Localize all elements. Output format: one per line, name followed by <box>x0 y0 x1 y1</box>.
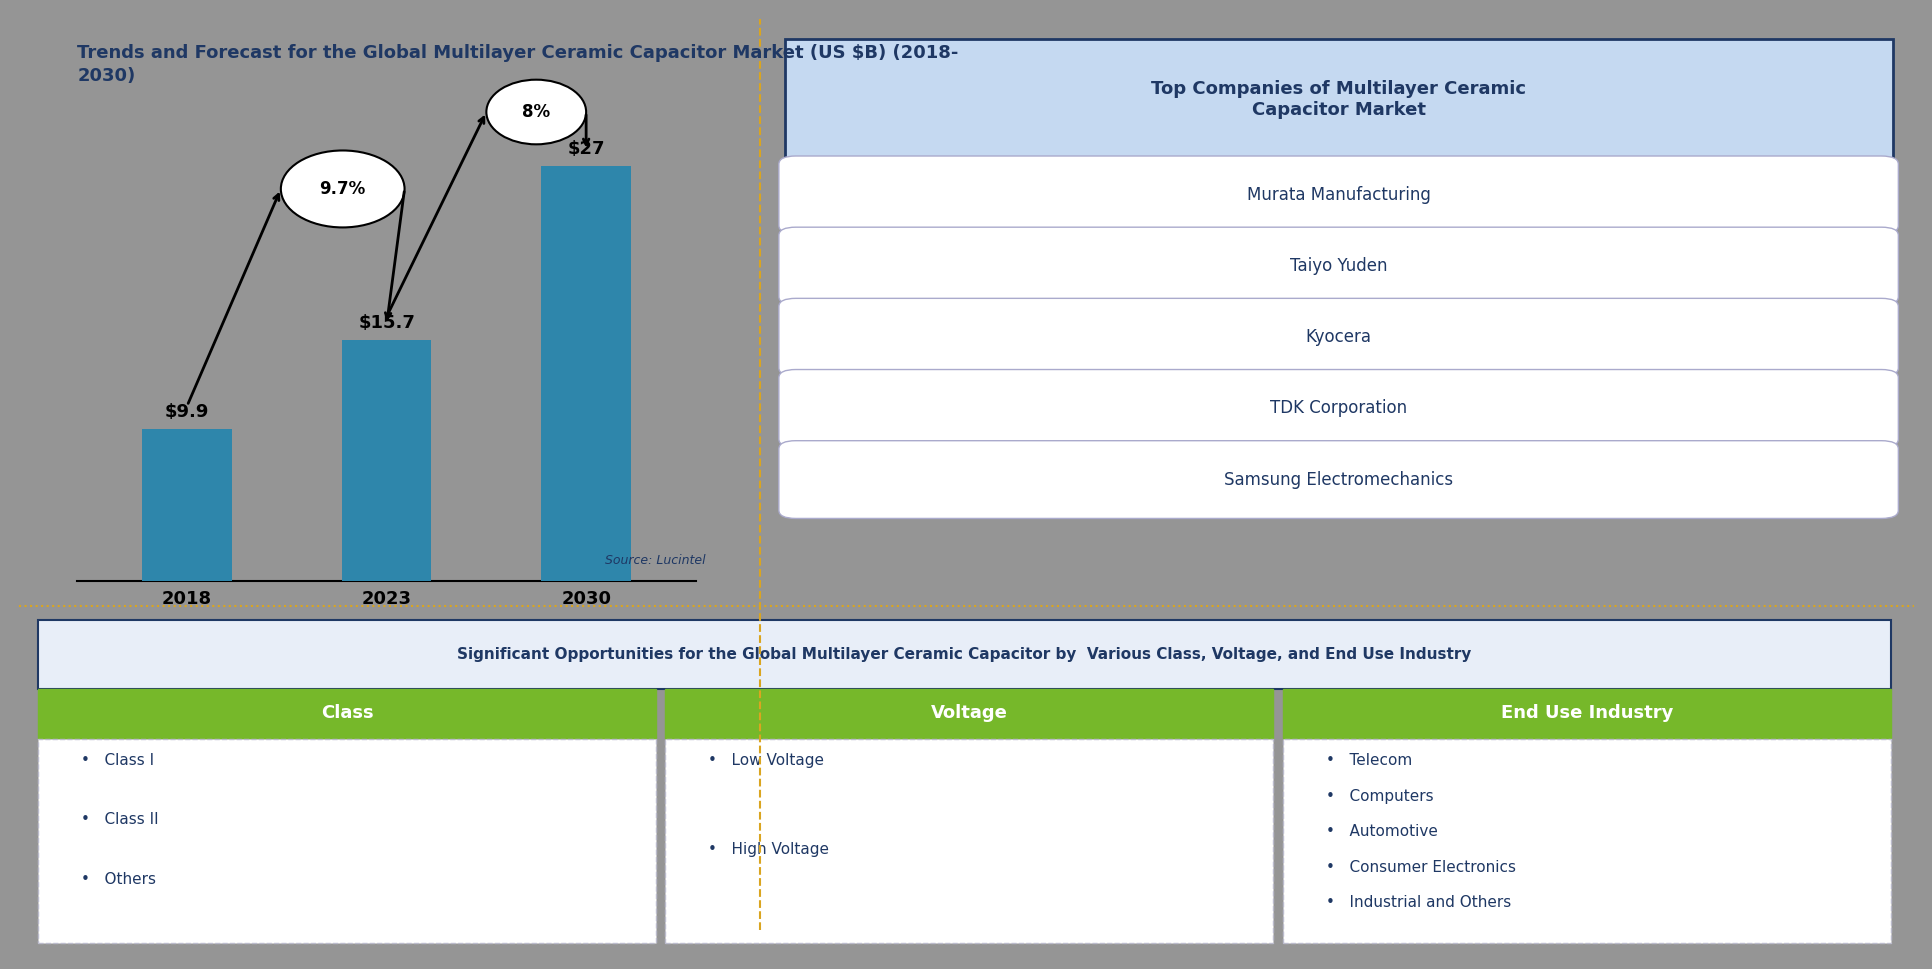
FancyBboxPatch shape <box>1283 739 1889 943</box>
Ellipse shape <box>280 150 404 228</box>
Text: Significant Opportunities for the Global Multilayer Ceramic Capacitor by  Variou: Significant Opportunities for the Global… <box>458 647 1470 662</box>
FancyBboxPatch shape <box>779 441 1897 518</box>
FancyBboxPatch shape <box>1283 689 1889 737</box>
Text: Voltage: Voltage <box>931 704 1007 722</box>
FancyBboxPatch shape <box>784 40 1891 160</box>
Ellipse shape <box>487 79 585 144</box>
FancyBboxPatch shape <box>779 298 1897 376</box>
Text: Class: Class <box>321 704 373 722</box>
FancyBboxPatch shape <box>779 156 1897 234</box>
Text: Samsung Electromechanics: Samsung Electromechanics <box>1223 471 1453 488</box>
FancyBboxPatch shape <box>665 739 1273 943</box>
Text: •   Industrial and Others: • Industrial and Others <box>1325 895 1511 910</box>
FancyBboxPatch shape <box>779 369 1897 448</box>
Text: •   High Voltage: • High Voltage <box>707 842 829 857</box>
FancyBboxPatch shape <box>779 227 1897 305</box>
Text: Taiyo Yuden: Taiyo Yuden <box>1289 257 1387 275</box>
Text: Top Companies of Multilayer Ceramic
Capacitor Market: Top Companies of Multilayer Ceramic Capa… <box>1151 80 1524 119</box>
Text: •   Low Voltage: • Low Voltage <box>707 754 823 768</box>
Text: Kyocera: Kyocera <box>1304 328 1372 346</box>
Text: $9.9: $9.9 <box>164 403 209 422</box>
Text: •   Others: • Others <box>81 871 156 887</box>
Bar <box>143 429 232 581</box>
Bar <box>342 340 431 581</box>
Text: Trends and Forecast for the Global Multilayer Ceramic Capacitor Market (US $B) (: Trends and Forecast for the Global Multi… <box>77 44 958 85</box>
Text: TDK Corporation: TDK Corporation <box>1269 399 1406 418</box>
FancyBboxPatch shape <box>39 620 1889 689</box>
Text: •   Automotive: • Automotive <box>1325 825 1437 839</box>
Text: •   Class I: • Class I <box>81 754 155 768</box>
Text: •   Consumer Electronics: • Consumer Electronics <box>1325 860 1515 875</box>
Text: $15.7: $15.7 <box>357 314 415 332</box>
Text: $27: $27 <box>568 141 605 158</box>
FancyBboxPatch shape <box>39 689 655 737</box>
Text: Murata Manufacturing: Murata Manufacturing <box>1246 186 1430 203</box>
Text: 8%: 8% <box>522 103 551 121</box>
Text: •   Computers: • Computers <box>1325 789 1434 804</box>
Text: Source: Lucintel: Source: Lucintel <box>605 554 705 567</box>
Text: End Use Industry: End Use Industry <box>1499 704 1671 722</box>
FancyBboxPatch shape <box>39 739 655 943</box>
FancyBboxPatch shape <box>665 689 1273 737</box>
Text: •   Telecom: • Telecom <box>1325 754 1410 768</box>
Text: 9.7%: 9.7% <box>319 180 365 198</box>
Bar <box>541 166 630 581</box>
Text: •   Class II: • Class II <box>81 812 158 828</box>
